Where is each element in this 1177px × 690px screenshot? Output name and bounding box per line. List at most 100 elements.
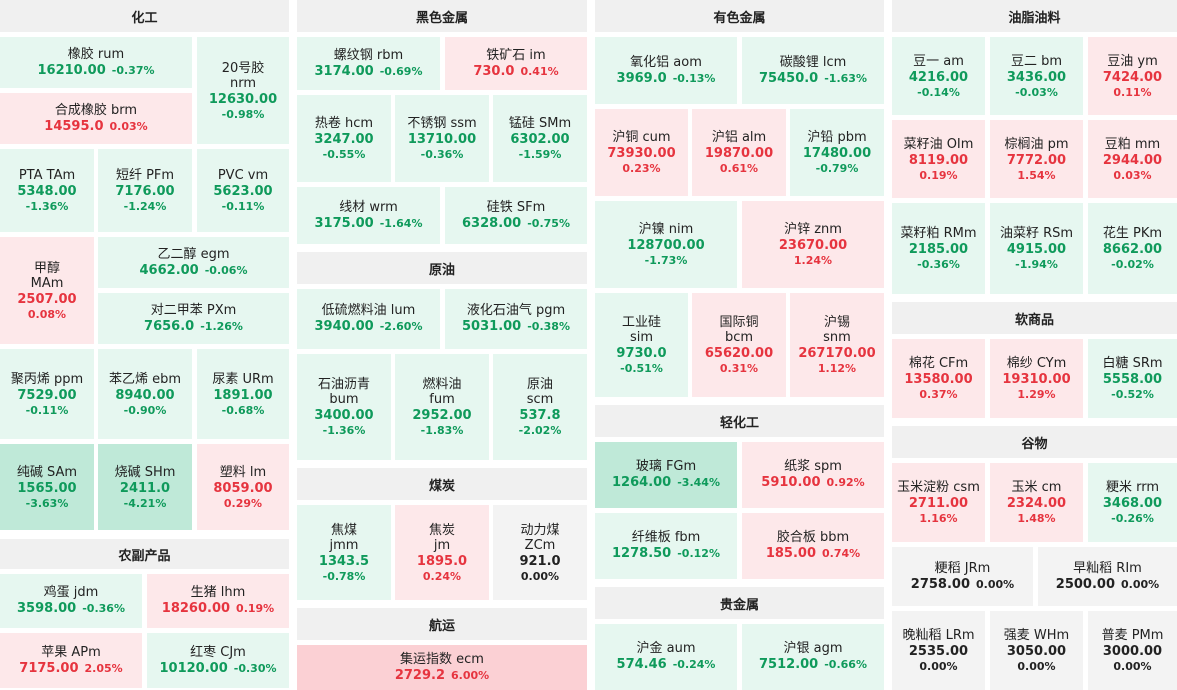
- tile-name: 粳稻 JRm: [934, 560, 991, 576]
- tile-stainless-steel[interactable]: 不锈钢 ssm 13710.00 -0.36%: [395, 95, 489, 182]
- tile-ethylene-glycol[interactable]: 乙二醇 egm 4662.00 -0.06%: [98, 237, 289, 288]
- tile-plastic[interactable]: 塑料 lm 8059.00 0.29%: [197, 444, 289, 530]
- tile-value: 128700.00 -1.73%: [627, 238, 705, 267]
- tile-silver[interactable]: 沪银 agm 7512.00 -0.66%: [742, 624, 884, 690]
- tile-styrene[interactable]: 苯乙烯 ebm 8940.00 -0.90%: [98, 349, 192, 439]
- tile-value: 574.46 -0.24%: [616, 657, 716, 672]
- tile-apples[interactable]: 苹果 APm 7175.00 2.05%: [0, 633, 142, 688]
- tile-low-sulfur-fuel-oil[interactable]: 低硫燃料油 lum 3940.00 -2.60%: [297, 289, 440, 349]
- tile-gold[interactable]: 沪金 aum 574.46 -0.24%: [595, 624, 737, 690]
- tile-name: 线材 wrm: [339, 199, 398, 215]
- tile-fiberboard[interactable]: 纤维板 fbm 1278.50 -0.12%: [595, 513, 737, 579]
- tile-value: 537.8 -2.02%: [518, 408, 562, 437]
- tile-wire-rod[interactable]: 线材 wrm 3175.00 -1.64%: [297, 187, 440, 244]
- tile-plywood[interactable]: 胶合板 bbm 185.00 0.74%: [742, 513, 884, 579]
- tile-value: 4216.00 -0.14%: [908, 69, 969, 99]
- tile-corn[interactable]: 玉米 cm 2324.00 1.48%: [990, 463, 1083, 542]
- tile-name: 国际铜: [719, 315, 759, 330]
- tile-value: 5031.00 -0.38%: [462, 319, 570, 334]
- tile-staple-fiber[interactable]: 短纤 PFm 7176.00 -1.24%: [98, 149, 192, 232]
- tile-lpg[interactable]: 液化石油气 pgm 5031.00 -0.38%: [445, 289, 587, 349]
- tile-red-dates[interactable]: 红枣 CJm 10120.00 -0.30%: [147, 633, 289, 688]
- tile-glass[interactable]: 玻璃 FGm 1264.00 -3.44%: [595, 442, 737, 508]
- tile-paraxylene[interactable]: 对二甲苯 PXm 7656.0 -1.26%: [98, 293, 289, 344]
- tile-alumina[interactable]: 氧化铝 aom 3969.0 -0.13%: [595, 37, 737, 104]
- tile-copper[interactable]: 沪铜 cum 73930.00 0.23%: [595, 109, 688, 196]
- tile-soybean-no1[interactable]: 豆一 am 4216.00 -0.14%: [892, 37, 985, 115]
- tile-aluminum[interactable]: 沪铝 alm 19870.00 0.61%: [692, 109, 786, 196]
- tile-value: 2944.00 0.03%: [1102, 152, 1163, 182]
- tile-pvc[interactable]: PVC vm 5623.00 -0.11%: [197, 149, 289, 232]
- tile-hot-rolled-coil[interactable]: 热卷 hcm 3247.00 -0.55%: [297, 95, 391, 182]
- tile-bitumen[interactable]: 石油沥青 bum 3400.00 -1.36%: [297, 354, 391, 460]
- tile-no20-rubber[interactable]: 20号胶 nrm 12630.00 -0.98%: [197, 37, 289, 144]
- tile-value: 2729.2 6.00%: [394, 667, 490, 683]
- tile-name: 纸浆 spm: [784, 459, 842, 474]
- tile-rapeseed[interactable]: 油菜籽 RSm 4915.00 -1.94%: [990, 203, 1083, 294]
- tile-sugar[interactable]: 白糖 SRm 5558.00 -0.52%: [1088, 339, 1177, 418]
- tile-name: 棉纱 CYm: [1006, 356, 1067, 371]
- tile-soda-ash[interactable]: 纯碱 SAm 1565.00 -3.63%: [0, 444, 94, 530]
- tile-name: 聚丙烯 ppm: [10, 371, 84, 387]
- tile-value: 3598.00 -0.36%: [17, 601, 125, 616]
- tile-lead[interactable]: 沪铅 pbm 17480.00 -0.79%: [790, 109, 884, 196]
- tile-live-hogs[interactable]: 生猪 lhm 18260.00 0.19%: [147, 574, 289, 628]
- tile-coking-coal[interactable]: 焦煤 jmm 1343.5 -0.78%: [297, 505, 391, 600]
- tile-rubber[interactable]: 橡胶 rum 16210.00 -0.37%: [0, 37, 192, 88]
- tile-urea[interactable]: 尿素 URm 1891.00 -0.68%: [197, 349, 289, 439]
- tile-cotton-yarn[interactable]: 棉纱 CYm 19310.00 1.29%: [990, 339, 1083, 418]
- tile-soybean-oil[interactable]: 豆油 ym 7424.00 0.11%: [1088, 37, 1177, 115]
- tile-name: 碳酸锂 lcm: [779, 54, 847, 70]
- tile-polypropylene[interactable]: 聚丙烯 ppm 7529.00 -0.11%: [0, 349, 94, 439]
- tile-fuel-oil[interactable]: 燃料油 fum 2952.00 -1.83%: [395, 354, 489, 460]
- tile-international-copper[interactable]: 国际铜 bcm 65620.00 0.31%: [692, 293, 786, 397]
- tile-late-indica-rice[interactable]: 晚籼稻 LRm 2535.00 0.00%: [892, 611, 985, 690]
- tile-container-freight-index[interactable]: 集运指数 ecm 2729.2 6.00%: [297, 645, 587, 690]
- tile-name: 低硫燃料油 lum: [321, 303, 416, 318]
- tile-silicon-manganese[interactable]: 锰硅 SMm 6302.00 -1.59%: [493, 95, 587, 182]
- tile-value: 730.0 0.41%: [473, 63, 559, 79]
- tile-rapeseed-meal[interactable]: 菜籽粕 RMm 2185.00 -0.36%: [892, 203, 985, 294]
- tile-cotton[interactable]: 棉花 CFm 13580.00 0.37%: [892, 339, 985, 418]
- tile-lithium-carbonate[interactable]: 碳酸锂 lcm 75450.0 -1.63%: [742, 37, 884, 104]
- tile-peanut[interactable]: 花生 PKm 8662.00 -0.02%: [1088, 203, 1177, 294]
- tile-thermal-coal[interactable]: 动力煤 ZCm 921.0 0.00%: [493, 505, 587, 600]
- tile-strong-wheat[interactable]: 强麦 WHm 3050.00 0.00%: [990, 611, 1083, 690]
- tile-pta[interactable]: PTA TAm 5348.00 -1.36%: [0, 149, 94, 232]
- tile-coke[interactable]: 焦炭 jm 1895.0 0.24%: [395, 505, 489, 600]
- tile-ferrosilicon[interactable]: 硅铁 SFm 6328.00 -0.75%: [445, 187, 587, 244]
- tile-name: 不锈钢 ssm: [407, 116, 477, 131]
- tile-pulp[interactable]: 纸浆 spm 5910.00 0.92%: [742, 442, 884, 508]
- section-header-light-chemicals: 轻化工: [595, 405, 884, 437]
- tile-name: 花生 PKm: [1102, 226, 1163, 241]
- tile-nickel[interactable]: 沪镍 nim 128700.00 -1.73%: [595, 201, 737, 288]
- tile-name: PTA TAm: [18, 168, 76, 183]
- tile-early-indica-rice[interactable]: 早籼稻 RIm 2500.00 0.00%: [1038, 547, 1177, 606]
- tile-zinc[interactable]: 沪锌 znm 23670.00 1.24%: [742, 201, 884, 288]
- tile-iron-ore[interactable]: 铁矿石 im 730.0 0.41%: [445, 37, 587, 90]
- tile-soybean-no2[interactable]: 豆二 bm 3436.00 -0.03%: [990, 37, 1083, 115]
- tile-eggs[interactable]: 鸡蛋 jdm 3598.00 -0.36%: [0, 574, 142, 628]
- tile-japonica-paddy[interactable]: 粳稻 JRm 2758.00 0.00%: [892, 547, 1033, 606]
- tile-common-wheat[interactable]: 普麦 PMm 3000.00 0.00%: [1088, 611, 1177, 690]
- tile-caustic-soda[interactable]: 烧碱 SHm 2411.0 -4.21%: [98, 444, 192, 530]
- tile-crude-oil[interactable]: 原油 scm 537.8 -2.02%: [493, 354, 587, 460]
- tile-corn-starch[interactable]: 玉米淀粉 csm 2711.00 1.16%: [892, 463, 985, 542]
- tile-value: 2324.00 1.48%: [1006, 496, 1067, 525]
- tile-synthetic-rubber[interactable]: 合成橡胶 brm 14595.0 0.03%: [0, 93, 192, 144]
- tile-tin[interactable]: 沪锡 snm 267170.00 1.12%: [790, 293, 884, 397]
- tile-name: 乙二醇 egm: [157, 246, 230, 262]
- tile-value: 73930.00 0.23%: [607, 146, 676, 175]
- tile-industrial-silicon[interactable]: 工业硅 sim 9730.0 -0.51%: [595, 293, 688, 397]
- tile-value: 3969.0 -0.13%: [616, 70, 716, 86]
- tile-name: 沪锌 znm: [784, 222, 842, 237]
- tile-value: 1278.50 -0.12%: [612, 546, 720, 561]
- tile-name: 沪金 aum: [636, 641, 696, 656]
- tile-palm-oil[interactable]: 棕榈油 pm 7772.00 1.54%: [990, 120, 1083, 198]
- tile-name: 焦炭: [428, 522, 455, 538]
- tile-japonica-rice[interactable]: 粳米 rrm 3468.00 -0.26%: [1088, 463, 1177, 542]
- tile-rapeseed-oil[interactable]: 菜籽油 OIm 8119.00 0.19%: [892, 120, 985, 198]
- tile-soybean-meal[interactable]: 豆粕 mm 2944.00 0.03%: [1088, 120, 1177, 198]
- tile-methanol[interactable]: 甲醇 MAm 2507.00 0.08%: [0, 237, 94, 344]
- tile-rebar[interactable]: 螺纹钢 rbm 3174.00 -0.69%: [297, 37, 440, 90]
